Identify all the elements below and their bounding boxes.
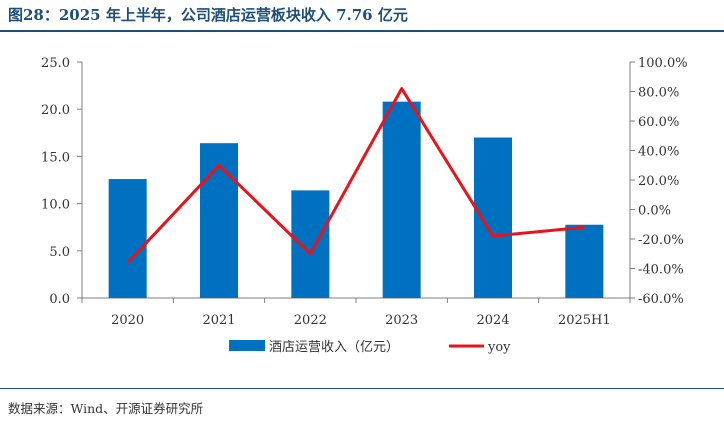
- data-source: 数据来源：Wind、开源证券研究所: [8, 401, 204, 416]
- figure-title: 图28：2025 年上半年，公司酒店运营板块收入 7.76 亿元: [8, 6, 408, 24]
- left-axis-tick-label: 0.0: [49, 292, 70, 307]
- legend-line-label: yoy: [487, 340, 511, 355]
- revenue-yoy-chart: 0.0 5.0 10.0 15.0 20.0 25.0 -60.0% -40.0% -20.0%…: [41, 56, 688, 355]
- legend-bar-label: 酒店运营收入（亿元）: [269, 340, 399, 355]
- revenue-bar: [565, 224, 604, 298]
- right-axis-tick-label: -40.0%: [638, 263, 684, 278]
- left-axis-tick-label: 25.0: [41, 56, 70, 71]
- x-axis-tick-label: 2021: [202, 313, 235, 328]
- right-axis-tick-label: 80.0%: [638, 86, 679, 101]
- footer-divider: [0, 388, 724, 389]
- revenue-bar: [382, 101, 421, 298]
- title-divider: [0, 30, 724, 32]
- left-axis-tick-label: 10.0: [41, 198, 70, 213]
- right-axis-tick-label: -60.0%: [638, 292, 684, 307]
- left-axis-tick-label: 15.0: [41, 150, 70, 165]
- revenue-bar: [291, 190, 330, 298]
- right-axis-tick-label: 20.0%: [638, 174, 679, 189]
- x-axis-tick-label: 2023: [385, 313, 418, 328]
- revenue-bar: [474, 137, 512, 298]
- right-axis-tick-label: 0.0%: [638, 204, 671, 219]
- right-axis-tick-label: 100.0%: [638, 56, 688, 71]
- legend-bar-swatch: [229, 340, 265, 351]
- revenue-bar: [200, 143, 238, 298]
- x-axis-tick-label: 2020: [111, 313, 144, 328]
- x-axis-tick-label: 2024: [476, 313, 509, 328]
- x-axis-tick-label: 2025H1: [558, 313, 611, 328]
- left-axis-tick-label: 20.0: [41, 103, 70, 118]
- x-axis-tick-label: 2022: [294, 313, 327, 328]
- revenue-bar: [108, 179, 147, 298]
- yoy-line: [126, 87, 585, 264]
- right-axis-tick-label: 40.0%: [638, 145, 679, 160]
- right-axis-tick-label: -20.0%: [638, 233, 684, 248]
- right-axis-tick-label: 60.0%: [638, 115, 679, 130]
- left-axis-tick-label: 5.0: [49, 245, 70, 260]
